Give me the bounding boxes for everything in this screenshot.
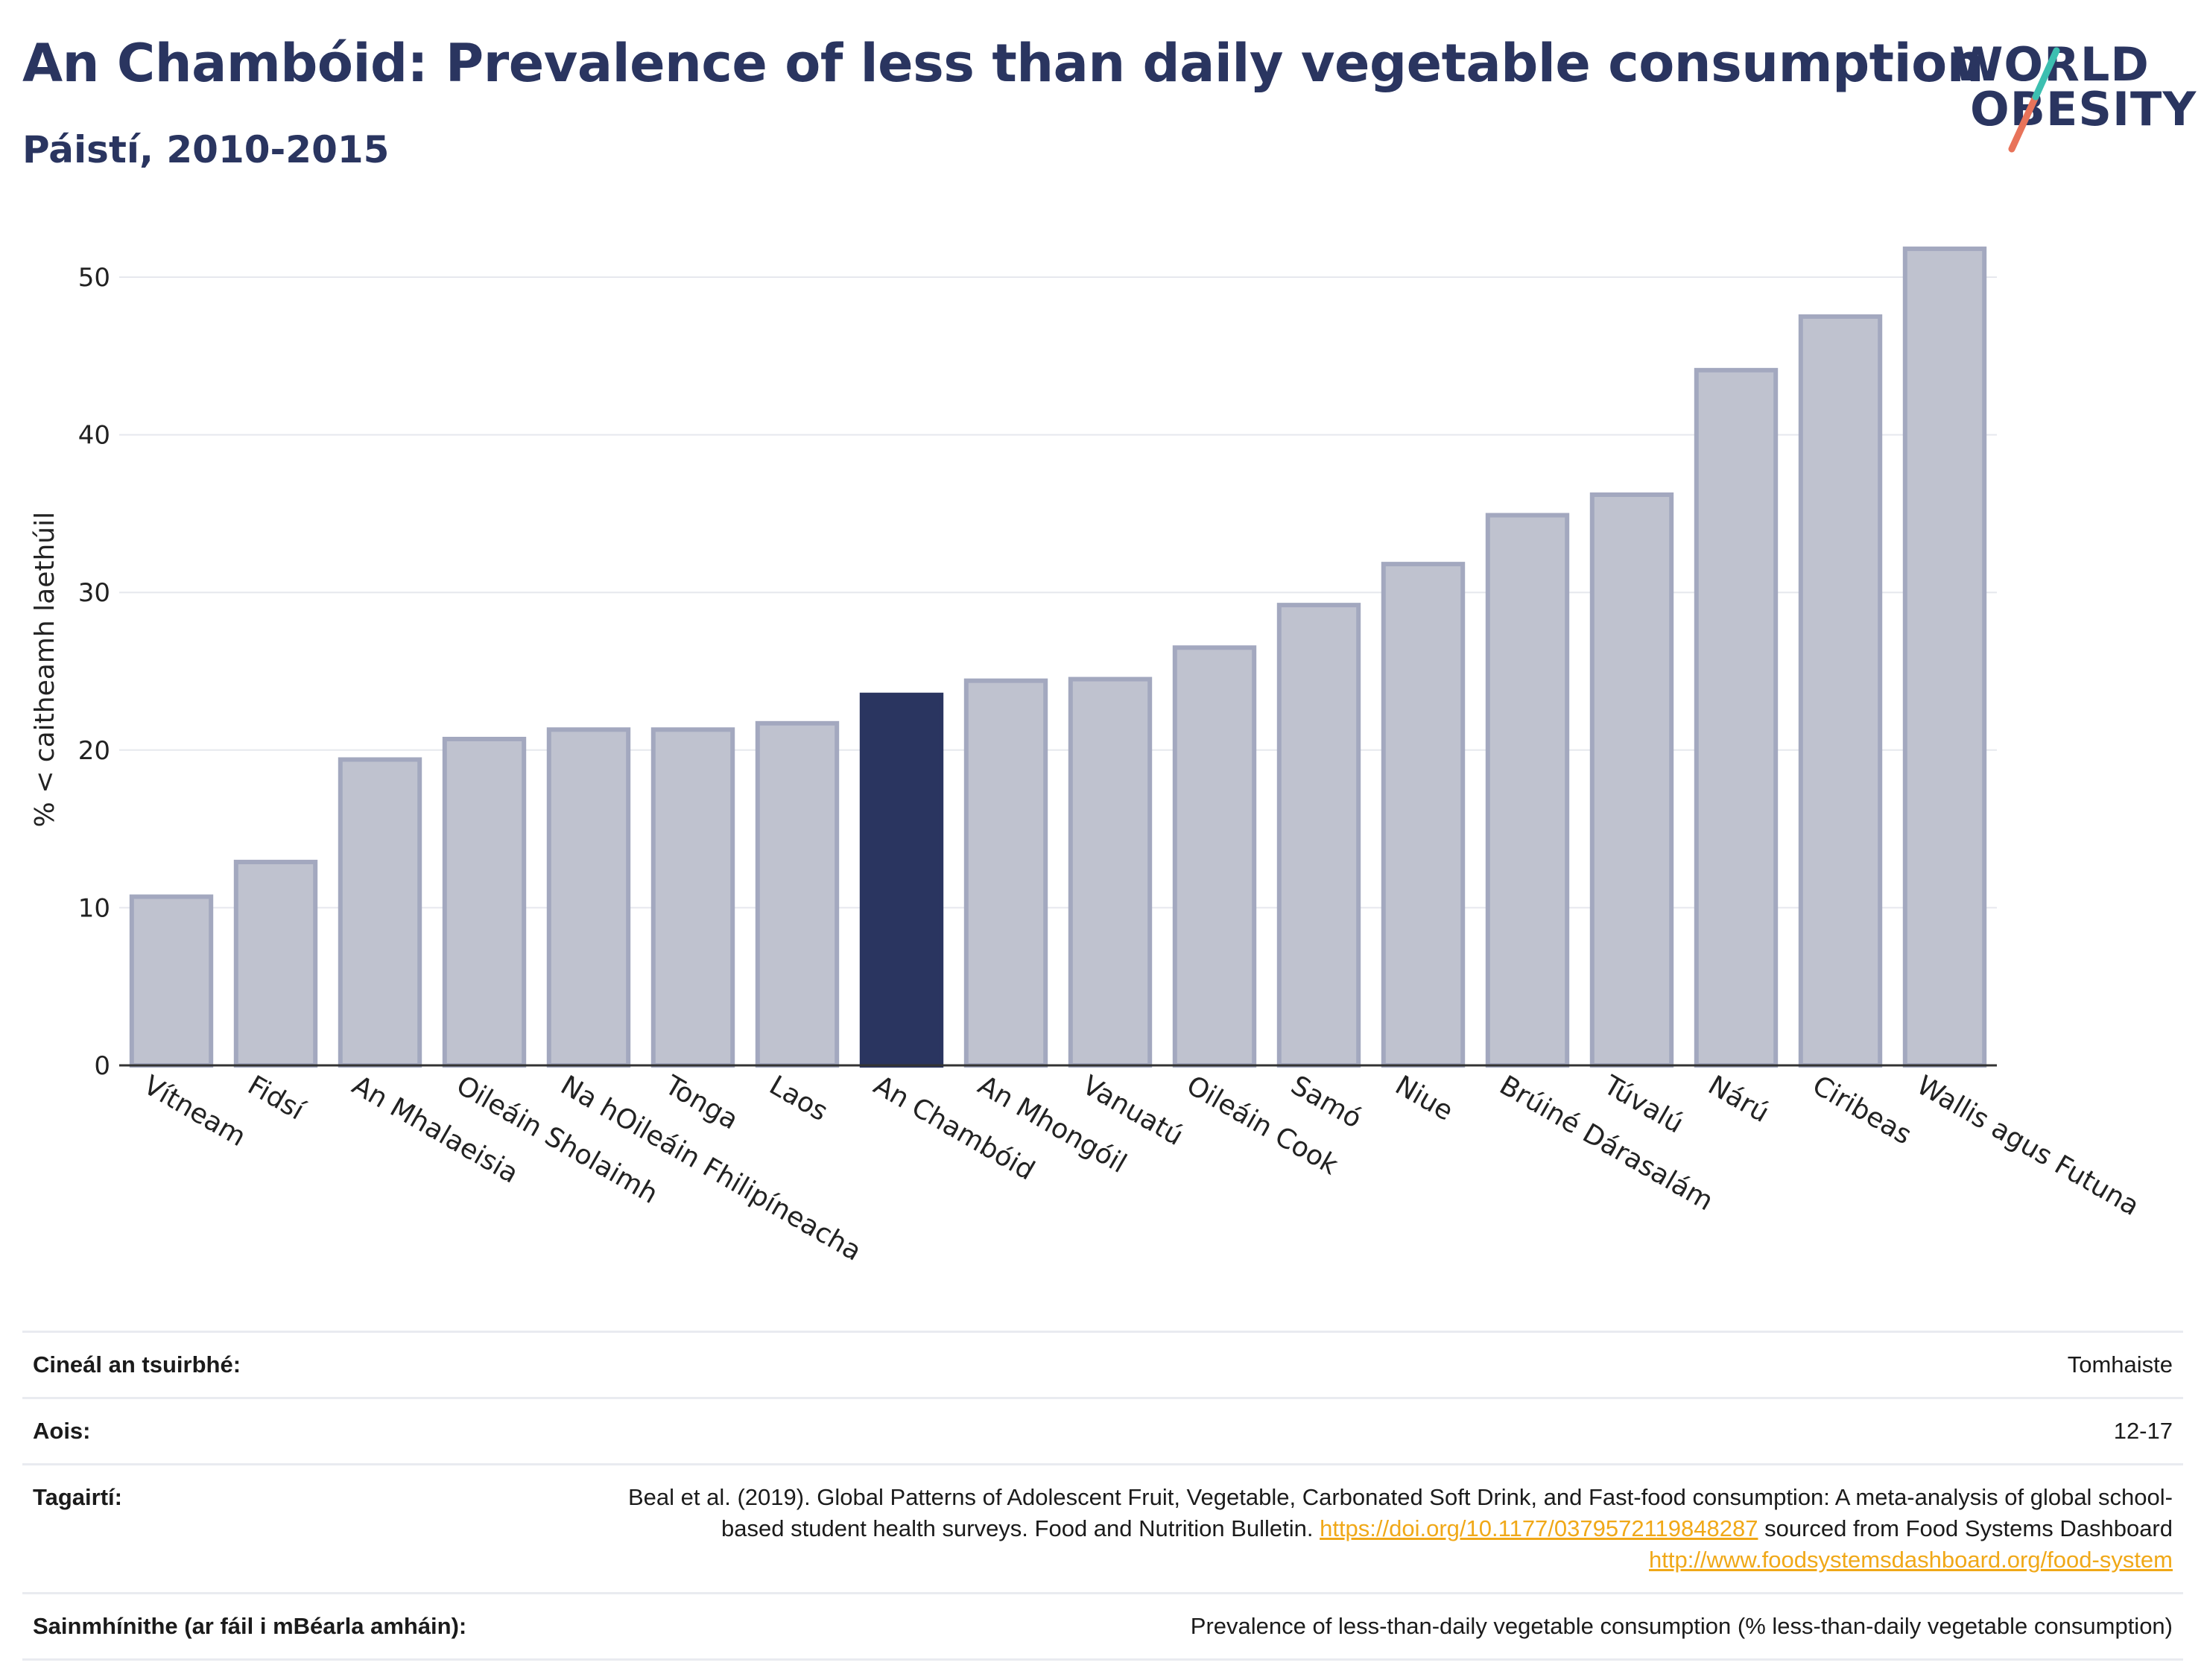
bar-chart: 0 10 20 30 40 50 % < caitheamh laethúil Vítneam… [30, 246, 2144, 1267]
metadata-table: Cineál an tsuirbhé: Tomhaiste Aois: 12-1… [22, 1331, 2183, 1661]
x-tick-label: Niue [1390, 1070, 1458, 1126]
bar [1902, 246, 1987, 1068]
x-tick-label: Nárú [1703, 1070, 1775, 1129]
bar [1589, 492, 1674, 1068]
logo-text-line2: OBESITY [1970, 82, 2197, 136]
meta-value: 12-17 [2113, 1418, 2173, 1444]
meta-row-age: Aois: 12-17 [22, 1397, 2183, 1463]
bar [963, 678, 1048, 1068]
meta-label: Aois: [33, 1418, 91, 1444]
x-tick-label: Ciribeas [1808, 1070, 1917, 1150]
meta-label: Tagairtí: [33, 1484, 122, 1510]
reference-source-text: sourced from Food Systems Dashboard [1764, 1515, 2173, 1541]
y-tick-label: 10 [78, 893, 110, 923]
bar [442, 736, 527, 1068]
y-tick-label: 0 [94, 1051, 110, 1081]
bar [1485, 513, 1570, 1068]
bar [859, 692, 944, 1068]
bar [1381, 562, 1466, 1068]
y-tick-label: 50 [78, 263, 110, 293]
dashboard-link[interactable]: http://www.foodsystemsdashboard.org/food… [1649, 1547, 2173, 1573]
chart-title: An Chambóid: Prevalence of less than dai… [22, 33, 1984, 94]
y-tick-label: 30 [78, 578, 110, 608]
x-tick-label: Tonga [659, 1070, 744, 1136]
meta-row-survey-type: Cineál an tsuirbhé: Tomhaiste [22, 1331, 2183, 1397]
world-obesity-logo[interactable]: WORLD OBESITY [1937, 37, 2196, 156]
reference-text: Beal et al. (2019). Global Patterns of A… [627, 1484, 2173, 1541]
bar [233, 860, 318, 1068]
meta-row-references: Tagairtí: Beal et al. (2019). Global Pat… [22, 1463, 2183, 1592]
chart-subtitle: Páistí, 2010-2015 [22, 128, 390, 171]
meta-label: Cineál an tsuirbhé: [33, 1351, 241, 1378]
meta-value: Prevalence of less-than-daily vegetable … [1190, 1613, 2173, 1639]
y-tick-label: 20 [78, 736, 110, 766]
meta-value: Tomhaiste [2067, 1351, 2173, 1378]
y-tick-label: 40 [78, 421, 110, 451]
x-tick-label: Laos [764, 1070, 833, 1127]
y-axis-title: % < caitheamh laethúil [30, 512, 60, 828]
bar [546, 727, 631, 1068]
x-tick-label: Samó [1286, 1070, 1367, 1135]
bar [755, 720, 840, 1068]
meta-label: Sainmhínithe (ar fáil i mBéarla amháin): [33, 1613, 467, 1639]
bar [338, 757, 422, 1068]
bar [1694, 367, 1779, 1068]
bar [129, 894, 214, 1068]
bar [1068, 676, 1153, 1068]
meta-row-definitions: Sainmhínithe (ar fáil i mBéarla amháin):… [22, 1592, 2183, 1661]
bar [1798, 314, 1883, 1068]
logo-slash-icon [2008, 47, 2060, 153]
bar [650, 727, 735, 1068]
bar [1172, 645, 1257, 1068]
x-tick-label: Wallis agus Futuna [1912, 1070, 2144, 1222]
x-tick-label: Fidsí [243, 1070, 310, 1126]
meta-value-references: Beal et al. (2019). Global Patterns of A… [571, 1482, 2173, 1576]
bar [1276, 603, 1361, 1068]
doi-link[interactable]: https://doi.org/10.1177/0379572119848287 [1320, 1515, 1758, 1541]
x-tick-label: Vítneam [139, 1070, 251, 1153]
